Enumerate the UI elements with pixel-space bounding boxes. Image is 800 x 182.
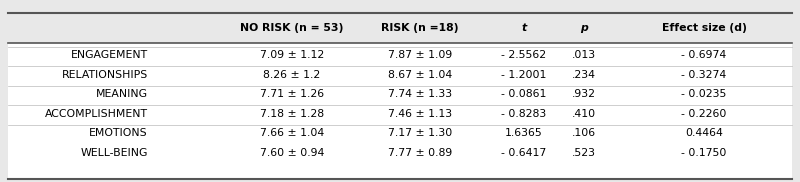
Text: Effect size (d): Effect size (d)	[662, 23, 746, 33]
Text: .523: .523	[572, 148, 596, 157]
Text: - 0.3274: - 0.3274	[682, 70, 726, 80]
Text: 0.4464: 0.4464	[685, 128, 723, 138]
Text: .410: .410	[572, 109, 596, 118]
Text: - 0.0235: - 0.0235	[682, 89, 726, 99]
Text: ACCOMPLISHMENT: ACCOMPLISHMENT	[45, 109, 148, 118]
Text: WELL-BEING: WELL-BEING	[81, 148, 148, 157]
Text: 7.60 ± 0.94: 7.60 ± 0.94	[260, 148, 324, 157]
Text: 1.6365: 1.6365	[505, 128, 543, 138]
Text: - 0.8283: - 0.8283	[502, 109, 546, 118]
Text: p: p	[580, 23, 588, 33]
Text: 7.17 ± 1.30: 7.17 ± 1.30	[388, 128, 452, 138]
Text: 7.74 ± 1.33: 7.74 ± 1.33	[388, 89, 452, 99]
Text: MEANING: MEANING	[96, 89, 148, 99]
Text: 7.87 ± 1.09: 7.87 ± 1.09	[388, 50, 452, 60]
Text: - 0.1750: - 0.1750	[682, 148, 726, 157]
Text: 7.18 ± 1.28: 7.18 ± 1.28	[260, 109, 324, 118]
Text: - 1.2001: - 1.2001	[502, 70, 546, 80]
Text: - 0.6974: - 0.6974	[682, 50, 726, 60]
Text: .013: .013	[572, 50, 596, 60]
Text: - 0.0861: - 0.0861	[502, 89, 546, 99]
Text: 7.71 ± 1.26: 7.71 ± 1.26	[260, 89, 324, 99]
Text: 8.26 ± 1.2: 8.26 ± 1.2	[263, 70, 321, 80]
Bar	[8, 43, 792, 179]
Text: 7.77 ± 0.89: 7.77 ± 0.89	[388, 148, 452, 157]
Text: RISK (n =18): RISK (n =18)	[382, 23, 458, 33]
Text: - 2.5562: - 2.5562	[502, 50, 546, 60]
Text: RELATIONSHIPS: RELATIONSHIPS	[62, 70, 148, 80]
Text: 7.09 ± 1.12: 7.09 ± 1.12	[260, 50, 324, 60]
Text: - 0.6417: - 0.6417	[502, 148, 546, 157]
Text: .932: .932	[572, 89, 596, 99]
Text: EMOTIONS: EMOTIONS	[90, 128, 148, 138]
Bar	[8, 13, 792, 43]
Text: 7.46 ± 1.13: 7.46 ± 1.13	[388, 109, 452, 118]
Text: NO RISK (n = 53): NO RISK (n = 53)	[240, 23, 344, 33]
Text: 7.66 ± 1.04: 7.66 ± 1.04	[260, 128, 324, 138]
Text: - 0.2260: - 0.2260	[682, 109, 726, 118]
Text: .234: .234	[572, 70, 596, 80]
Text: ENGAGEMENT: ENGAGEMENT	[71, 50, 148, 60]
Text: t: t	[522, 23, 526, 33]
Text: .106: .106	[572, 128, 596, 138]
Text: 8.67 ± 1.04: 8.67 ± 1.04	[388, 70, 452, 80]
